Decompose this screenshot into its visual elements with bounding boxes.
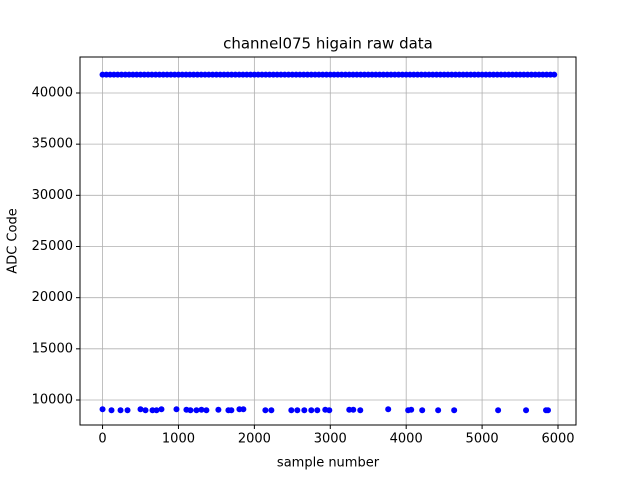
x-tick-label: 4000	[390, 432, 423, 447]
point	[117, 407, 124, 414]
y-tick-label: 20000	[32, 290, 73, 305]
point	[262, 407, 269, 414]
point	[314, 407, 321, 414]
point	[408, 406, 415, 413]
point	[124, 407, 131, 414]
point	[142, 407, 149, 414]
x-tick-label: 5000	[466, 432, 499, 447]
y-tick-label: 35000	[32, 137, 73, 152]
y-tick-label: 10000	[32, 392, 73, 407]
x-tick-label: 3000	[314, 432, 347, 447]
point	[301, 407, 308, 414]
point	[523, 407, 530, 414]
point	[495, 407, 502, 414]
point	[357, 407, 364, 414]
point	[215, 406, 222, 413]
point	[203, 407, 210, 414]
y-axis-label: ADC Code	[6, 208, 21, 273]
point	[350, 406, 357, 413]
plot-area	[99, 71, 558, 414]
point	[173, 406, 180, 413]
point	[108, 407, 115, 414]
point	[187, 407, 194, 414]
y-tick-label: 15000	[32, 341, 73, 356]
point	[228, 407, 235, 414]
point	[326, 407, 333, 414]
point	[435, 407, 442, 414]
y-tick-label: 25000	[32, 239, 73, 254]
x-axis-label: sample number	[277, 456, 380, 471]
point	[544, 407, 551, 414]
point	[193, 407, 200, 414]
point	[99, 406, 106, 413]
axes-frame	[79, 56, 577, 426]
y-tick-label: 40000	[32, 85, 73, 100]
x-tick-label: 6000	[541, 432, 574, 447]
x-tick-label: 2000	[238, 432, 271, 447]
point	[451, 407, 458, 414]
point	[551, 71, 558, 78]
chart-title: channel075 higain raw data	[223, 35, 433, 53]
x-tick-label: 1000	[162, 432, 195, 447]
grid	[80, 57, 576, 425]
point	[385, 406, 392, 413]
point	[419, 407, 426, 414]
point	[308, 407, 315, 414]
point	[240, 406, 247, 413]
point	[198, 406, 205, 413]
point	[294, 407, 301, 414]
point	[288, 407, 295, 414]
point	[137, 406, 144, 413]
y-tick-label: 30000	[32, 188, 73, 203]
point	[268, 407, 275, 414]
point	[158, 406, 165, 413]
point	[153, 407, 160, 414]
x-tick-label: 0	[98, 432, 106, 447]
